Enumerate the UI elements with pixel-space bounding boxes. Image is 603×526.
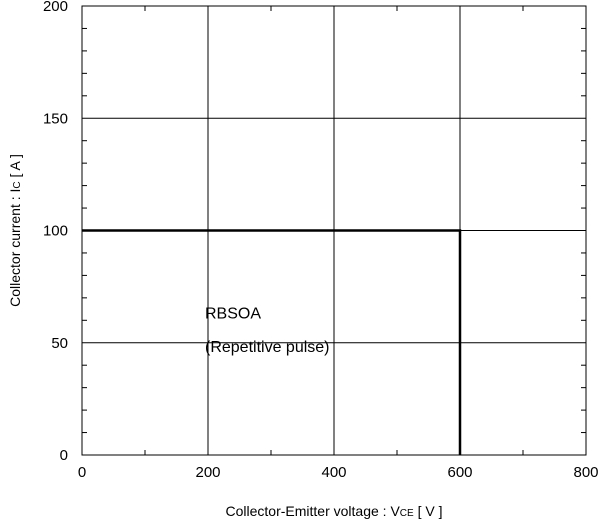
y-tick-label: 50 xyxy=(51,335,68,352)
y-tick-label: 150 xyxy=(43,110,68,127)
y-tick-label: 0 xyxy=(60,447,68,464)
y-axis-label-subscript: C xyxy=(12,181,23,188)
x-axis-label-subscript: CE xyxy=(400,508,414,519)
rbsoa-boundary-line xyxy=(82,229,462,455)
x-tick-label: 0 xyxy=(78,464,86,481)
series-layer xyxy=(82,229,462,455)
x-tick-label: 800 xyxy=(573,464,598,481)
annotations: RBSOA (Repetitive pulse) xyxy=(205,306,330,357)
annotation-text: RBSOA xyxy=(205,306,261,323)
x-tick-label: 600 xyxy=(447,464,472,481)
x-axis-label-main: Collector-Emitter voltage : V xyxy=(226,503,401,519)
y-tick-label: 200 xyxy=(43,0,68,15)
x-tick-labels: 0 200 400 600 800 xyxy=(78,464,599,481)
x-tick-label: 200 xyxy=(195,464,220,481)
minor-ticks xyxy=(82,6,586,455)
y-tick-labels: 0 50 100 150 200 xyxy=(43,0,68,464)
x-axis-label: Collector-Emitter voltage : VCE [ V ] xyxy=(226,503,443,519)
annotation-text: (Repetitive pulse) xyxy=(205,339,330,356)
y-axis-label: Collector current : IC [ A ] xyxy=(7,154,23,307)
x-axis-label-unit: [ V ] xyxy=(414,503,443,519)
y-axis-label-unit: [ A ] xyxy=(7,154,23,181)
y-axis-label-main: Collector current : I xyxy=(7,189,23,307)
y-tick-label: 100 xyxy=(43,223,68,240)
x-tick-label: 400 xyxy=(321,464,346,481)
